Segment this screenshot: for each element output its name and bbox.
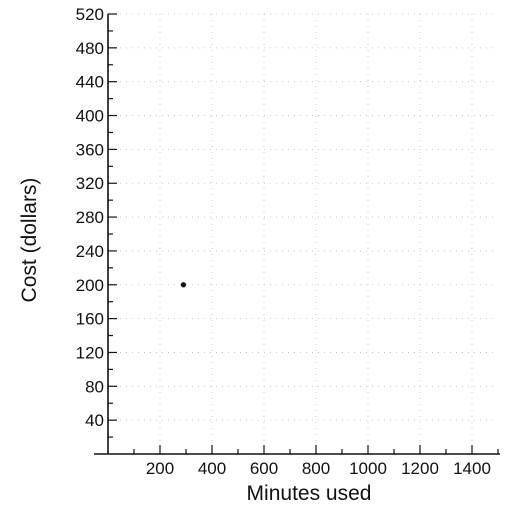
y-tick-label: 200 [76,276,104,295]
y-tick-label: 40 [85,411,104,430]
x-axis-title: Minutes used [247,482,372,505]
data-points [180,282,186,288]
y-tick-label: 400 [76,107,104,126]
axes [94,14,500,455]
y-tick-label: 120 [76,343,104,362]
x-tick-label: 1400 [453,459,491,478]
y-tick-label: 320 [76,174,104,193]
x-tick-label: 1000 [349,459,387,478]
y-axis-title: Cost (dollars) [18,178,41,303]
grid-lines [108,13,498,454]
y-tick-label: 280 [76,208,104,227]
x-tick-label: 400 [198,459,226,478]
data-point [180,282,186,288]
x-tick-label: 1200 [401,459,439,478]
axis-ticks [108,13,499,454]
y-tick-label: 520 [76,5,104,24]
x-tick-label: 200 [146,459,174,478]
y-tick-label: 80 [85,377,104,396]
y-tick-label: 160 [76,310,104,329]
y-tick-label: 480 [76,39,104,58]
y-tick-label: 360 [76,140,104,159]
x-tick-label: 600 [250,459,278,478]
y-tick-label: 440 [76,73,104,92]
y-tick-label: 240 [76,242,104,261]
x-tick-label: 800 [302,459,330,478]
tick-labels: 200 400 600 800 1000 1200 1400 40 80 120 160 200 240… [76,5,491,478]
